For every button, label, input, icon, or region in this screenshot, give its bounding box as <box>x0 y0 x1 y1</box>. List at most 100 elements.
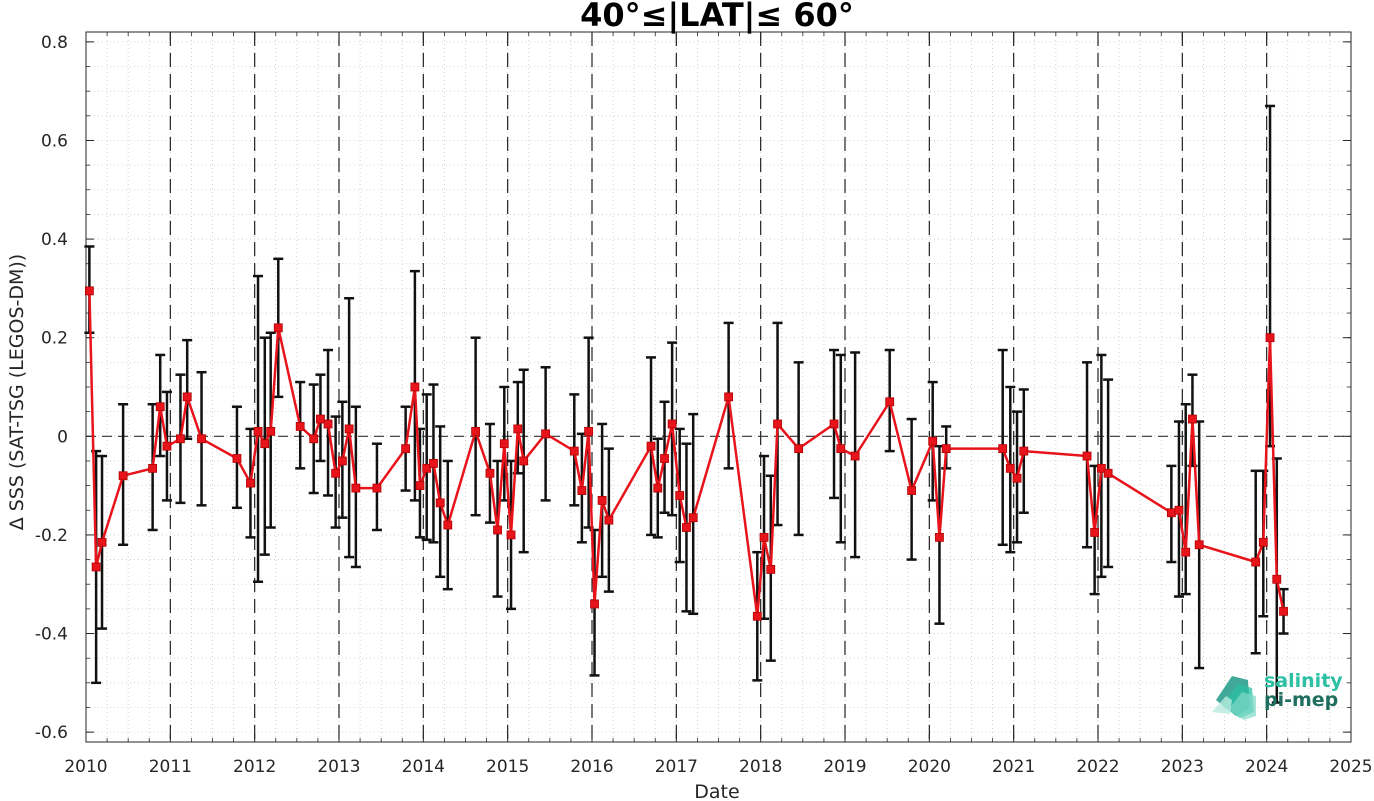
data-point <box>829 419 839 429</box>
data-point <box>253 426 263 436</box>
data-point <box>344 424 354 434</box>
data-point <box>260 439 270 449</box>
x-tick-label: 2019 <box>823 757 866 777</box>
data-point <box>1019 446 1029 456</box>
data-point <box>84 286 94 296</box>
grid <box>85 32 1352 742</box>
x-tick-label: 2014 <box>402 757 445 777</box>
chart-title: 40°≤|LAT|≤ 60° <box>580 0 854 35</box>
data-point <box>246 478 255 488</box>
data-point <box>471 426 481 436</box>
data-point <box>646 441 656 451</box>
data-point <box>1005 463 1015 473</box>
data-point <box>569 446 579 456</box>
data-point <box>766 565 776 574</box>
data-point <box>351 483 361 493</box>
x-tick-label: 2021 <box>992 757 1035 777</box>
data-point <box>493 525 502 535</box>
logo-line1: salinity <box>1264 670 1343 692</box>
data-point <box>584 426 594 436</box>
data-point <box>435 498 445 508</box>
logo-icon <box>1212 676 1256 720</box>
year-markers <box>169 32 1268 742</box>
data-point <box>675 491 685 500</box>
data-point <box>499 439 509 449</box>
data-point <box>998 444 1008 454</box>
data-point <box>519 456 529 466</box>
data-point <box>118 471 128 481</box>
data-point <box>506 530 516 540</box>
data-point <box>682 523 691 532</box>
data-point <box>331 468 341 478</box>
data-point <box>91 562 101 572</box>
data-point <box>1279 606 1288 616</box>
data-point <box>577 486 587 495</box>
x-tick-label: 2025 <box>1329 757 1372 777</box>
y-tick-label: 0.6 <box>41 131 68 151</box>
data-point <box>273 323 283 333</box>
error-bars <box>84 104 1289 704</box>
data-point <box>1103 468 1113 478</box>
data-point <box>485 468 495 478</box>
x-tick-label: 2015 <box>486 757 529 777</box>
y-tick-label: 0.8 <box>41 33 68 53</box>
data-point <box>667 419 677 429</box>
data-point <box>309 434 319 444</box>
y-tick-label: 0.4 <box>41 230 68 250</box>
data-point <box>155 402 165 412</box>
data-point <box>1082 451 1092 461</box>
data-point <box>197 434 206 444</box>
data-point <box>232 454 242 463</box>
data-point <box>1188 414 1197 424</box>
x-tick-label: 2024 <box>1245 757 1288 777</box>
data-point <box>266 426 276 436</box>
y-tick-labels: -0.6 -0.4 -0.2 0 0.2 0.4 0.6 0.8 <box>35 33 68 743</box>
data-point <box>1251 557 1261 567</box>
data-point <box>935 532 944 542</box>
data-point <box>941 444 951 454</box>
data-point <box>597 496 607 505</box>
data-point <box>660 454 669 463</box>
data-point <box>415 481 425 491</box>
data-point <box>928 436 938 446</box>
data-points <box>84 286 1288 621</box>
data-point <box>836 444 846 454</box>
data-point <box>850 451 860 461</box>
logo-line2: pi-mep <box>1264 689 1338 711</box>
data-point <box>337 456 347 466</box>
x-tick-label: 2023 <box>1161 757 1204 777</box>
x-tick-label: 2018 <box>739 757 782 777</box>
data-point <box>752 611 762 621</box>
data-point <box>401 444 411 454</box>
y-tick-label: 0 <box>57 427 68 447</box>
data-point <box>422 463 432 473</box>
x-tick-label: 2016 <box>570 757 613 777</box>
data-point <box>176 434 185 444</box>
data-point <box>1265 333 1275 343</box>
data-point <box>323 419 333 429</box>
data-point <box>97 537 107 547</box>
data-point <box>1096 463 1106 473</box>
data-point <box>1090 528 1100 537</box>
y-tick-label: 0.2 <box>41 329 68 349</box>
x-axis-label: Date <box>694 781 739 801</box>
x-tick-label: 2022 <box>1076 757 1119 777</box>
data-point <box>1166 508 1176 518</box>
data-point <box>653 483 663 493</box>
data-point <box>724 392 734 402</box>
salinity-pi-mep-logo: salinity pi-mep <box>1212 670 1343 720</box>
x-tick-labels: 2010 2011 2012 2013 2014 2015 2016 2017 2018 2019… <box>64 757 1372 777</box>
data-point <box>1194 540 1204 550</box>
data-point <box>907 486 917 495</box>
x-tick-label: 2020 <box>908 757 951 777</box>
data-point <box>410 382 420 392</box>
x-tick-label: 2012 <box>233 757 276 777</box>
data-point <box>590 599 599 609</box>
data-point <box>182 392 192 402</box>
data-point <box>885 397 895 407</box>
data-point <box>604 515 614 525</box>
data-point <box>162 441 172 451</box>
data-point <box>148 463 158 473</box>
data-point <box>513 424 523 434</box>
x-tick-label: 2010 <box>64 757 107 777</box>
